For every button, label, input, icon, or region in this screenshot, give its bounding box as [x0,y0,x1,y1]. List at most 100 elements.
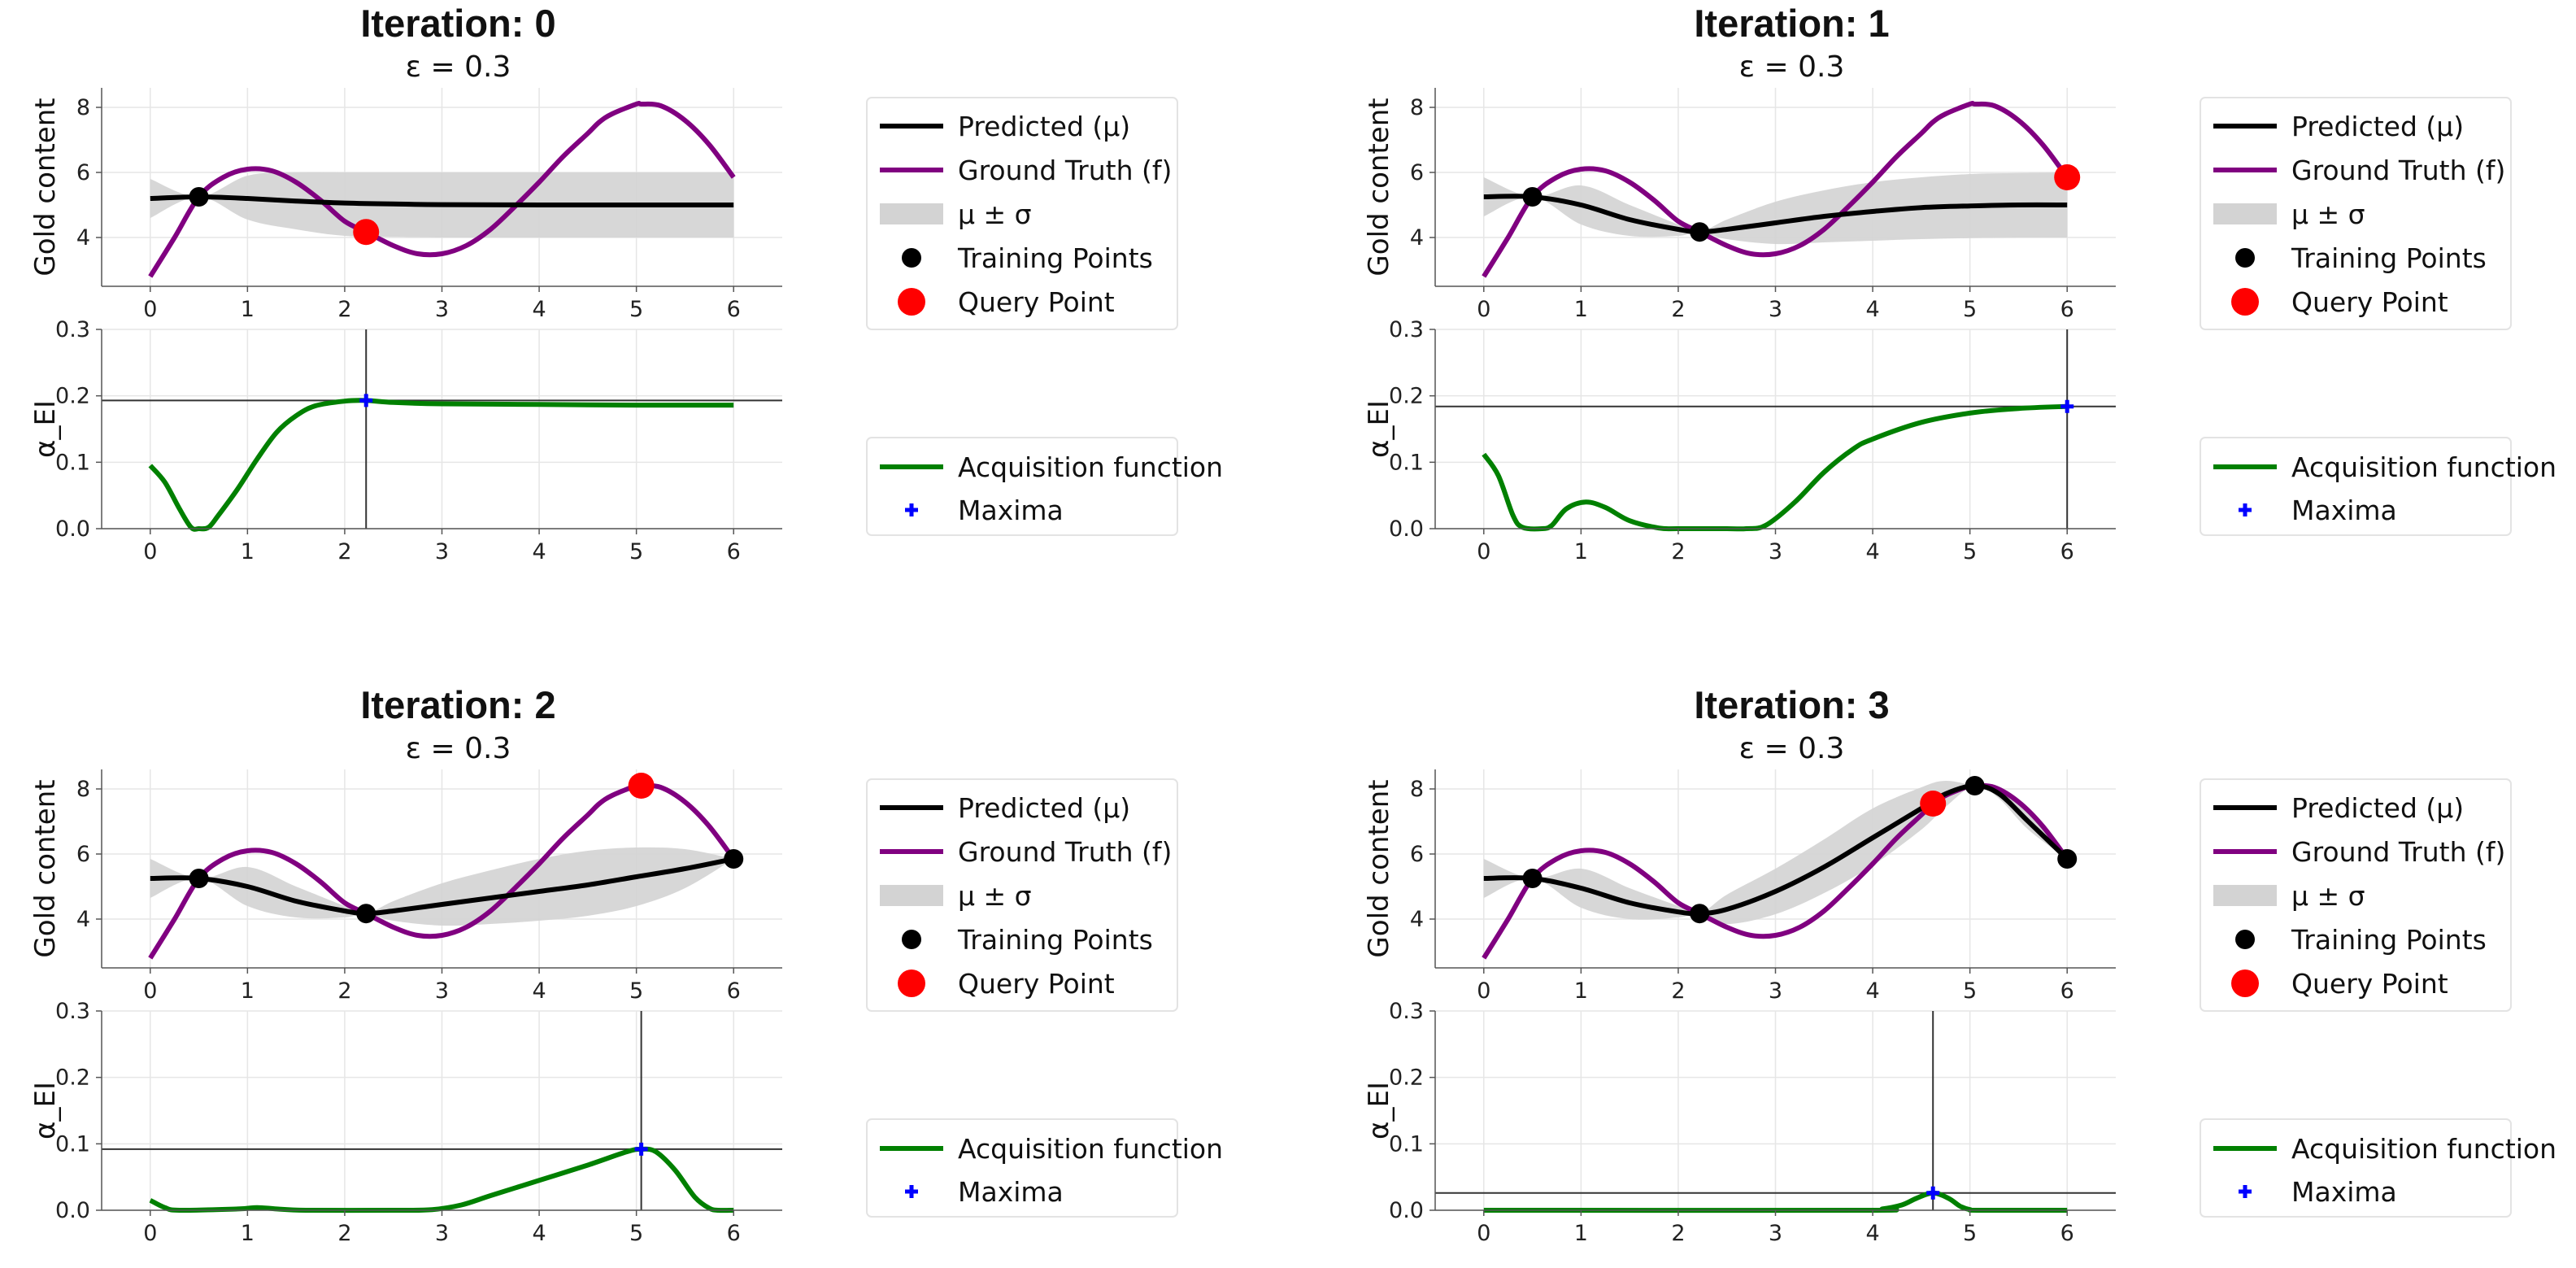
y-tick-label: 0.2 [55,1065,90,1091]
y-tick-label: 0.3 [1389,999,1424,1024]
legend-box [2200,437,2512,536]
legend-label: μ ± σ [958,880,1032,912]
y-tick-label: 6 [76,842,90,867]
uncertainty-band [150,847,734,926]
x-tick-label: 1 [241,539,255,564]
x-tick-label: 2 [337,539,351,564]
query-point [628,773,655,799]
legend-label: Maxima [958,1176,1064,1208]
y-tick-label: 8 [76,777,90,802]
x-tick-label: 6 [727,297,741,322]
training-point [1690,904,1710,924]
x-tick-label: 2 [337,297,351,322]
legend-label: Ground Truth (f) [958,836,1172,868]
y-tick-label: 0.0 [1389,1198,1424,1223]
y-tick-label: 4 [1410,225,1424,251]
acquisition-plot-axes: 0 1 2 3 4 5 6 0.0 0.1 0.2 0.3 α_EI [29,317,782,564]
legend-acquisition: Acquisition function Maxima [866,1118,1223,1218]
legend-label: Acquisition function [958,451,1223,483]
x-tick-label: 2 [1671,1221,1685,1246]
maxima-marker [1926,1186,1940,1200]
legend-box [866,97,1178,330]
x-tick-label: 0 [1477,539,1490,564]
legend-label: Query Point [2291,286,2448,318]
legend-swatch-training [2235,930,2255,949]
legend-label: Acquisition function [2291,451,2556,483]
legend-swatch-training [902,248,921,268]
gp-plot-axes: 0 1 2 3 4 5 6 4 6 8 Gold content [29,88,782,322]
legend-acquisition: Acquisition function Maxima [866,437,1223,536]
y-tick-label: 0.1 [55,450,90,475]
query-point [2054,164,2081,190]
y-tick-label: 8 [1410,95,1424,120]
y-tick-label: 0.1 [55,1131,90,1157]
legend-swatch-maxima [905,1185,918,1198]
x-tick-label: 1 [1574,297,1588,322]
x-tick-label: 6 [2060,297,2074,322]
y-tick-label: 6 [1410,160,1424,185]
legend-swatch-training [2235,248,2255,268]
x-tick-label: 3 [435,539,449,564]
panel-iteration-0: Iteration: 0 ε = 0.3 0 1 2 3 4 5 6 4 6 8 Gold conten… [29,2,1223,564]
x-tick-label: 4 [532,1221,546,1246]
legend-label: Query Point [2291,968,2448,1000]
y-tick-label: 0.3 [55,999,90,1024]
y-tick-label: 0.0 [55,516,90,542]
x-tick-label: 3 [1769,978,1782,1004]
legend-box [2200,97,2512,330]
y-tick-label: 0.0 [1389,516,1424,542]
x-tick-label: 5 [629,978,643,1004]
legend-label: Predicted (μ) [2291,792,2464,824]
legend-label: Maxima [958,495,1064,526]
panel-subtitle: ε = 0.3 [406,50,511,84]
training-point [1965,776,1985,795]
y-axis-label: Gold content [29,779,62,957]
training-point [1522,869,1543,888]
predicted-mean-line [1483,194,2068,235]
legend-label: Predicted (μ) [958,111,1130,142]
x-tick-label: 1 [1574,978,1588,1004]
y-axis-label: Gold content [29,98,62,276]
predicted-mean-line [150,856,734,917]
x-tick-label: 5 [1963,1221,1977,1246]
legend-label: Maxima [2291,495,2397,526]
y-tick-label: 4 [76,907,90,932]
legend-acquisition: Acquisition function Maxima [2200,1118,2556,1218]
query-point [1920,791,1947,817]
legend-label: μ ± σ [2291,880,2365,912]
x-tick-label: 6 [2060,539,2074,564]
x-tick-label: 1 [1574,539,1588,564]
x-tick-label: 1 [1574,1221,1588,1246]
legend-swatch-band [2213,885,2277,906]
legend-label: Ground Truth (f) [2291,155,2505,186]
x-tick-label: 2 [1671,978,1685,1004]
acquisition-plot-axes: 0 1 2 3 4 5 6 0.0 0.1 0.2 0.3 α_EI [1363,999,2116,1246]
x-tick-label: 4 [532,539,546,564]
legend-swatch-query [2231,288,2259,316]
y-tick-label: 8 [1410,777,1424,802]
legend-label: Ground Truth (f) [2291,836,2505,868]
x-tick-label: 3 [1769,539,1782,564]
panel-iteration-3: Iteration: 3 ε = 0.3 0 1 2 3 4 5 6 4 6 8 Gold conten… [1363,683,2556,1246]
legend-box [866,1118,1178,1218]
legend-swatch-band [880,885,943,906]
acquisition-plot-axes: 0 1 2 3 4 5 6 0.0 0.1 0.2 0.3 α_EI [1363,317,2116,564]
y-axis-label: Gold content [1363,779,1395,957]
y-axis-label: α_EI [29,400,62,458]
training-point [2057,849,2078,869]
panel-title: Iteration: 1 [1694,2,1889,45]
x-tick-label: 4 [1865,297,1879,322]
legend-swatch-query [2231,970,2259,997]
panel-subtitle: ε = 0.3 [1739,732,1845,765]
panel-iteration-2: Iteration: 2 ε = 0.3 0 1 2 3 4 5 6 4 6 8 Gold conten… [29,683,1223,1246]
legend-label: Training Points [2291,924,2487,956]
legend-swatch-maxima [905,503,918,516]
training-point [724,849,744,869]
x-tick-label: 0 [143,1221,157,1246]
panel-title: Iteration: 0 [360,2,555,45]
legend-swatch-maxima [2239,1185,2252,1198]
x-tick-label: 3 [1769,1221,1782,1246]
y-tick-label: 0.1 [1389,1131,1424,1157]
ground-truth-line [148,101,736,278]
y-axis-label: α_EI [1363,400,1395,458]
